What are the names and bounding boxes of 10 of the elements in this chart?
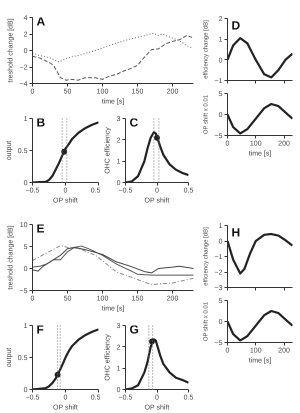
annotation: H — [232, 226, 240, 240]
annotation: D — [232, 18, 240, 32]
annotation: F — [36, 322, 44, 336]
line-series — [32, 245, 194, 286]
annotation: B — [36, 116, 46, 130]
line-series — [228, 37, 292, 78]
annotation: A — [36, 14, 46, 28]
line-series — [32, 32, 193, 63]
line-series — [32, 35, 193, 81]
annotation: E — [36, 222, 45, 236]
